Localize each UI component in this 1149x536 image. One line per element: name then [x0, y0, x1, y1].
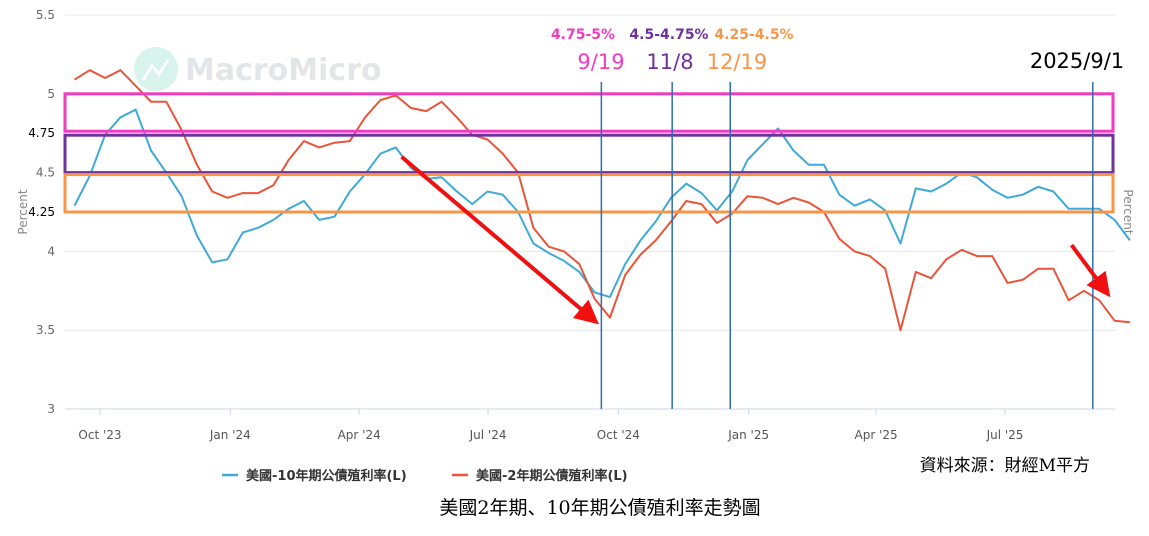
band-date-label: 12/19	[707, 50, 768, 74]
band-label: 4.5-4.75%	[629, 27, 708, 43]
band-date-label: 9/19	[577, 50, 624, 74]
marker-date-label: 2025/9/1	[1030, 49, 1124, 73]
x-tick-label: Jul '25	[986, 428, 1024, 442]
x-tick-label: Jul '24	[469, 428, 507, 442]
band-label: 4.75-5%	[551, 27, 615, 43]
chart-caption: 美國2年期、10年期公債殖利率走勢圖	[439, 497, 760, 519]
band-rect	[63, 133, 1115, 175]
y-axis-label-left: Percent	[16, 189, 30, 234]
x-tick-label: Jan '25	[727, 428, 769, 442]
x-tick-label: Oct '24	[597, 428, 640, 442]
logo-chart-icon	[141, 59, 170, 81]
x-tick-label: Jan '24	[209, 428, 251, 442]
series-line	[73, 69, 1131, 332]
y-tick-label: 5.5	[36, 8, 55, 22]
trend-arrow-icon	[400, 155, 599, 325]
band-label: 4.25-4.5%	[714, 27, 793, 43]
band-date-label: 11/8	[646, 50, 693, 74]
x-tick-label: Apr '25	[855, 428, 898, 442]
y-tick-label: 5	[47, 87, 55, 101]
series-10y	[73, 108, 1131, 299]
y-axis-label-right: Percent	[1121, 189, 1135, 234]
y-tick-label: 3.5	[36, 323, 55, 337]
band-rect	[63, 92, 1115, 133]
source-text: 資料來源：財經M平方	[920, 456, 1090, 476]
y-tick-label: 3	[47, 402, 55, 416]
series-2y	[73, 69, 1131, 332]
series-line	[73, 108, 1131, 299]
trend-arrow-icon	[1069, 243, 1111, 298]
legend-label: 美國-10年期公債殖利率(L)	[246, 468, 407, 484]
y-tick-label: 4	[47, 244, 55, 258]
y-tick-label: 4.5	[36, 166, 55, 180]
legend-label: 美國-2年期公債殖利率(L)	[476, 468, 628, 484]
y-tick-label-extra: 4.75	[28, 126, 55, 140]
x-tick-label: Oct '23	[78, 428, 121, 442]
x-tick-label: Apr '24	[338, 428, 381, 442]
watermark-text: MacroMicro	[185, 53, 382, 88]
y-tick-label-extra: 4.25	[28, 205, 55, 219]
band-rect	[63, 173, 1115, 214]
legend: 美國-10年期公債殖利率(L) 美國-2年期公債殖利率(L)	[222, 468, 628, 484]
macromicro-logo: MacroMicro	[134, 47, 382, 91]
